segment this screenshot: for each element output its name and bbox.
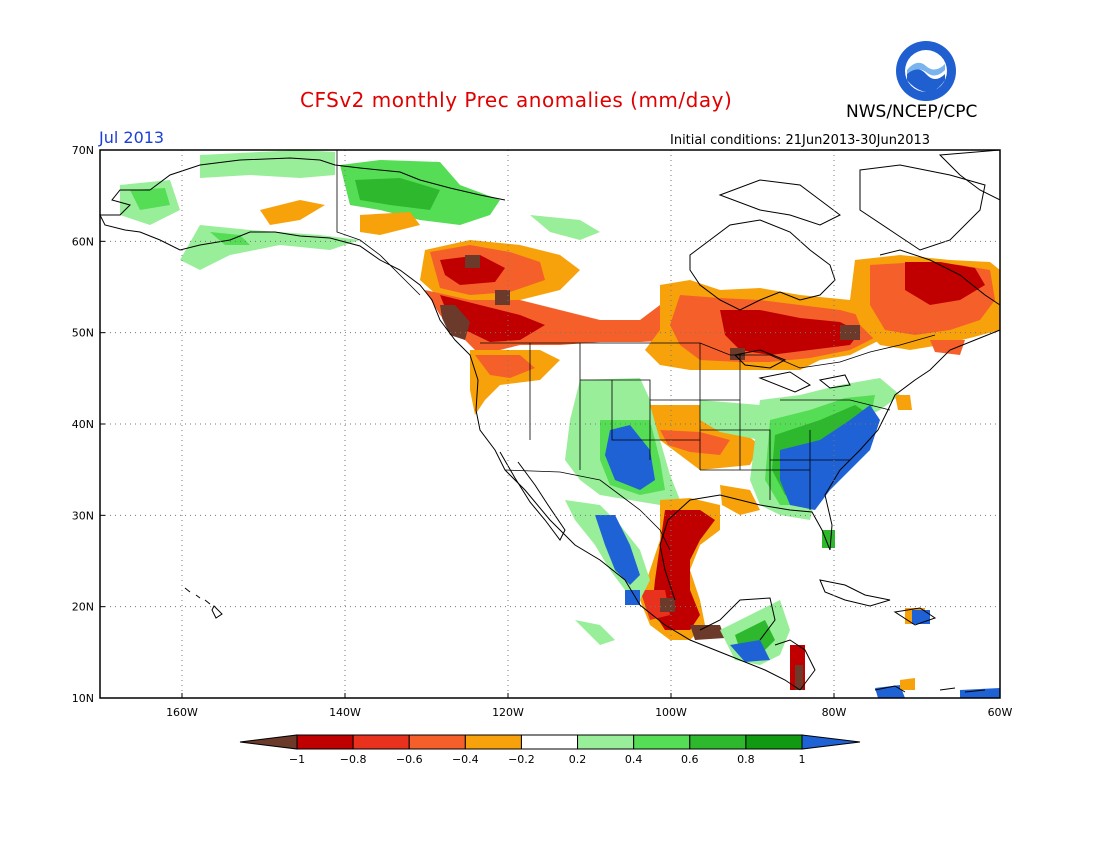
anomaly-patch: [730, 640, 770, 662]
longitude-labels: 160W 140W 120W 100W 80W 60W: [166, 693, 1013, 719]
lon-label: 60W: [988, 706, 1013, 719]
coastline-yucatan: [699, 597, 776, 641]
anomaly-patch: [355, 178, 440, 210]
anomaly-patch: [360, 212, 420, 235]
anomaly-patch: [640, 590, 670, 620]
anomaly-cells: [120, 150, 1000, 698]
colorbar-label: −0.8: [340, 753, 367, 766]
anomaly-patch: [895, 395, 912, 410]
anomaly-patch: [575, 620, 615, 645]
coastline-alaska-north: [149, 157, 506, 201]
anomaly-patch: [660, 598, 675, 612]
anomaly-patch: [690, 625, 725, 640]
coastline-caribbean-islands: [874, 685, 986, 693]
anomaly-patch: [930, 340, 965, 355]
anomaly-patch: [605, 425, 655, 490]
coastline-arctic-islands: [718, 179, 841, 226]
latitude-labels: 70N 60N 50N 40N 30N 20N 10N: [72, 144, 105, 705]
colorbar-label: 0.6: [681, 753, 699, 766]
map-title: CFSv2 monthly Prec anomalies (mm/day): [300, 88, 733, 112]
colorbar-arrow-left: [239, 734, 298, 750]
lat-label: 50N: [72, 327, 94, 340]
colorbar-label: −0.2: [508, 753, 535, 766]
lon-label: 100W: [655, 706, 687, 719]
state-borders: [336, 150, 936, 551]
coastline-hispaniola: [893, 607, 937, 626]
colorbar-segment: [296, 734, 354, 750]
anomaly-patch: [625, 590, 640, 605]
anomaly-patch: [900, 678, 915, 690]
border-alaska: [336, 150, 421, 296]
anomaly-patch: [795, 665, 803, 690]
coastline-greenland: [938, 149, 1001, 201]
lon-label: 160W: [166, 706, 198, 719]
colorbar-label: 0.8: [737, 753, 755, 766]
coastline-hudson-bay: [689, 219, 836, 311]
anomaly-patch: [960, 688, 1000, 698]
colorbar-segment: [689, 734, 747, 750]
colorbar-segment: [464, 734, 522, 750]
lon-label: 140W: [329, 706, 361, 719]
colorbar-segment: [577, 734, 635, 750]
anomaly-patch: [530, 215, 600, 240]
colorbar-label: −1: [289, 753, 305, 766]
anomaly-patch: [495, 290, 510, 305]
colorbar-segment: [633, 734, 691, 750]
border-us-mexico: [504, 469, 671, 551]
coastline-west: [99, 189, 801, 691]
lon-label: 120W: [492, 706, 524, 719]
coastline-gulf: [659, 329, 1001, 601]
anomaly-patch: [595, 515, 640, 585]
colorbar-label: −0.6: [396, 753, 423, 766]
lat-label: 30N: [72, 509, 94, 522]
graticule: [100, 150, 1000, 698]
anomaly-patch: [200, 150, 335, 178]
coastlines: [99, 149, 1001, 693]
org-label: NWS/NCEP/CPC: [846, 102, 978, 122]
colorbar-label: −0.4: [452, 753, 479, 766]
anomaly-patch: [780, 405, 880, 510]
coastline-hawaii: [184, 587, 223, 619]
lat-label: 10N: [72, 692, 94, 705]
anomaly-patch: [260, 200, 325, 225]
coastline-baja: [499, 451, 566, 541]
anomaly-patch: [465, 255, 480, 268]
anomaly-patch: [660, 430, 730, 455]
state-lines: [529, 343, 891, 510]
anomaly-patch: [822, 530, 835, 548]
coastline-central-america: [774, 639, 816, 691]
colorbar-label: 1: [799, 753, 806, 766]
lat-label: 60N: [72, 235, 94, 248]
anomaly-patch: [440, 305, 470, 340]
great-lakes: [733, 349, 851, 393]
month-label: Jul 2013: [99, 128, 165, 147]
colorbar-label: 0.4: [625, 753, 643, 766]
anomaly-patch: [475, 355, 535, 378]
border-us-canada: [480, 334, 936, 369]
lat-label: 20N: [72, 601, 94, 614]
coastline-labrador: [879, 249, 1001, 306]
colorbar-arrow-right: [801, 734, 861, 750]
lat-label: 70N: [72, 144, 94, 157]
anomaly-patch: [440, 255, 505, 285]
anomaly-patch: [905, 262, 985, 305]
colorbar-label: 0.2: [569, 753, 587, 766]
colorbar-segment: [352, 734, 410, 750]
colorbar-segment: [745, 734, 803, 750]
noaa-logo-icon: [896, 41, 956, 101]
anomaly-patch: [130, 188, 170, 210]
coastline-cuba: [819, 579, 891, 607]
lon-label: 80W: [822, 706, 847, 719]
coastline-baffin: [859, 164, 986, 251]
colorbar-segment: [408, 734, 466, 750]
colorbar: −1 −0.8 −0.6 −0.4 −0.2 0.2 0.4 0.6 0.8 1: [239, 734, 861, 766]
lat-label: 40N: [72, 418, 94, 431]
initial-conditions-label: Initial conditions: 21Jun2013-30Jun2013: [670, 133, 931, 148]
colorbar-segment: [520, 734, 579, 750]
anomaly-patch: [912, 610, 930, 624]
